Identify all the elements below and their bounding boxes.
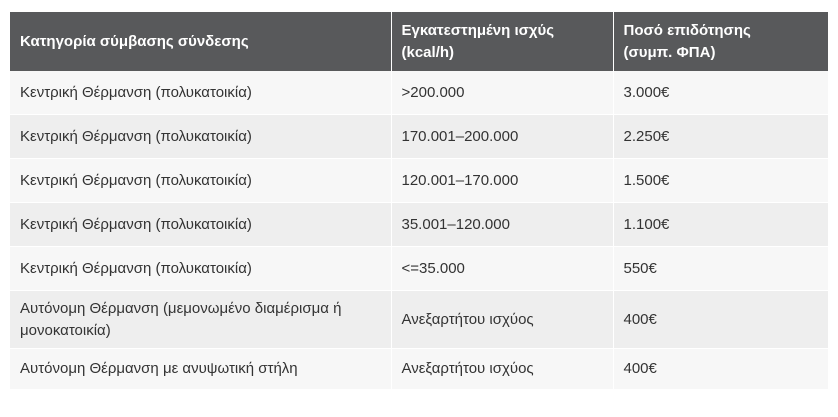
cell-power: 120.001–170.000 bbox=[391, 158, 614, 203]
cell-category: Αυτόνομη Θέρμανση (μεμονωμένο διαμέρισμα… bbox=[10, 290, 392, 349]
table-row: Κεντρική Θέρμανση (πολυκατοικία) >200.00… bbox=[10, 71, 828, 115]
cell-amount: 1.100€ bbox=[613, 202, 828, 247]
table-row: Αυτόνομη Θέρμανση με ανυψωτική στήλη Ανε… bbox=[10, 348, 828, 390]
subsidy-table-container: Κατηγορία σύμβασης σύνδεσης Εγκατεστημέν… bbox=[10, 12, 828, 390]
table-row: Κεντρική Θέρμανση (πολυκατοικία) 120.001… bbox=[10, 158, 828, 203]
cell-category: Αυτόνομη Θέρμανση με ανυψωτική στήλη bbox=[10, 348, 392, 390]
header-amount-line-2: (συμπ. ΦΠΑ) bbox=[623, 43, 716, 61]
header-category: Κατηγορία σύμβασης σύνδεσης bbox=[10, 12, 392, 71]
table-header: Κατηγορία σύμβασης σύνδεσης Εγκατεστημέν… bbox=[10, 12, 828, 71]
cell-power: Ανεξαρτήτου ισχύος bbox=[391, 348, 614, 390]
header-power-line-1: Εγκατεστημένη ισχύς bbox=[401, 21, 555, 39]
cell-amount: 550€ bbox=[613, 246, 828, 291]
header-amount: Ποσό επιδότησης (συμπ. ΦΠΑ) bbox=[613, 12, 828, 71]
header-row: Κατηγορία σύμβασης σύνδεσης Εγκατεστημέν… bbox=[10, 12, 828, 71]
table-row: Κεντρική Θέρμανση (πολυκατοικία) <=35.00… bbox=[10, 246, 828, 291]
cell-category: Κεντρική Θέρμανση (πολυκατοικία) bbox=[10, 114, 392, 159]
cell-amount: 2.250€ bbox=[613, 114, 828, 159]
header-category-line-1: Κατηγορία σύμβασης σύνδεσης bbox=[20, 32, 249, 50]
header-amount-line-1: Ποσό επιδότησης bbox=[623, 21, 751, 39]
table-body: Κεντρική Θέρμανση (πολυκατοικία) >200.00… bbox=[10, 71, 828, 390]
header-power-line-2: (kcal/h) bbox=[401, 43, 455, 61]
table-row: Κεντρική Θέρμανση (πολυκατοικία) 35.001–… bbox=[10, 202, 828, 247]
cell-power: 35.001–120.000 bbox=[391, 202, 614, 247]
subsidy-table: Κατηγορία σύμβασης σύνδεσης Εγκατεστημέν… bbox=[10, 12, 828, 390]
cell-category: Κεντρική Θέρμανση (πολυκατοικία) bbox=[10, 202, 392, 247]
cell-category: Κεντρική Θέρμανση (πολυκατοικία) bbox=[10, 158, 392, 203]
table-row: Κεντρική Θέρμανση (πολυκατοικία) 170.001… bbox=[10, 114, 828, 159]
cell-category: Κεντρική Θέρμανση (πολυκατοικία) bbox=[10, 246, 392, 291]
cell-amount: 400€ bbox=[613, 290, 828, 349]
cell-amount: 400€ bbox=[613, 348, 828, 390]
cell-power: Ανεξαρτήτου ισχύος bbox=[391, 290, 614, 349]
table-row: Αυτόνομη Θέρμανση (μεμονωμένο διαμέρισμα… bbox=[10, 290, 828, 349]
cell-category: Κεντρική Θέρμανση (πολυκατοικία) bbox=[10, 71, 392, 115]
header-power: Εγκατεστημένη ισχύς (kcal/h) bbox=[391, 12, 614, 71]
cell-amount: 3.000€ bbox=[613, 71, 828, 115]
cell-power: >200.000 bbox=[391, 71, 614, 115]
cell-amount: 1.500€ bbox=[613, 158, 828, 203]
cell-power: 170.001–200.000 bbox=[391, 114, 614, 159]
cell-power: <=35.000 bbox=[391, 246, 614, 291]
